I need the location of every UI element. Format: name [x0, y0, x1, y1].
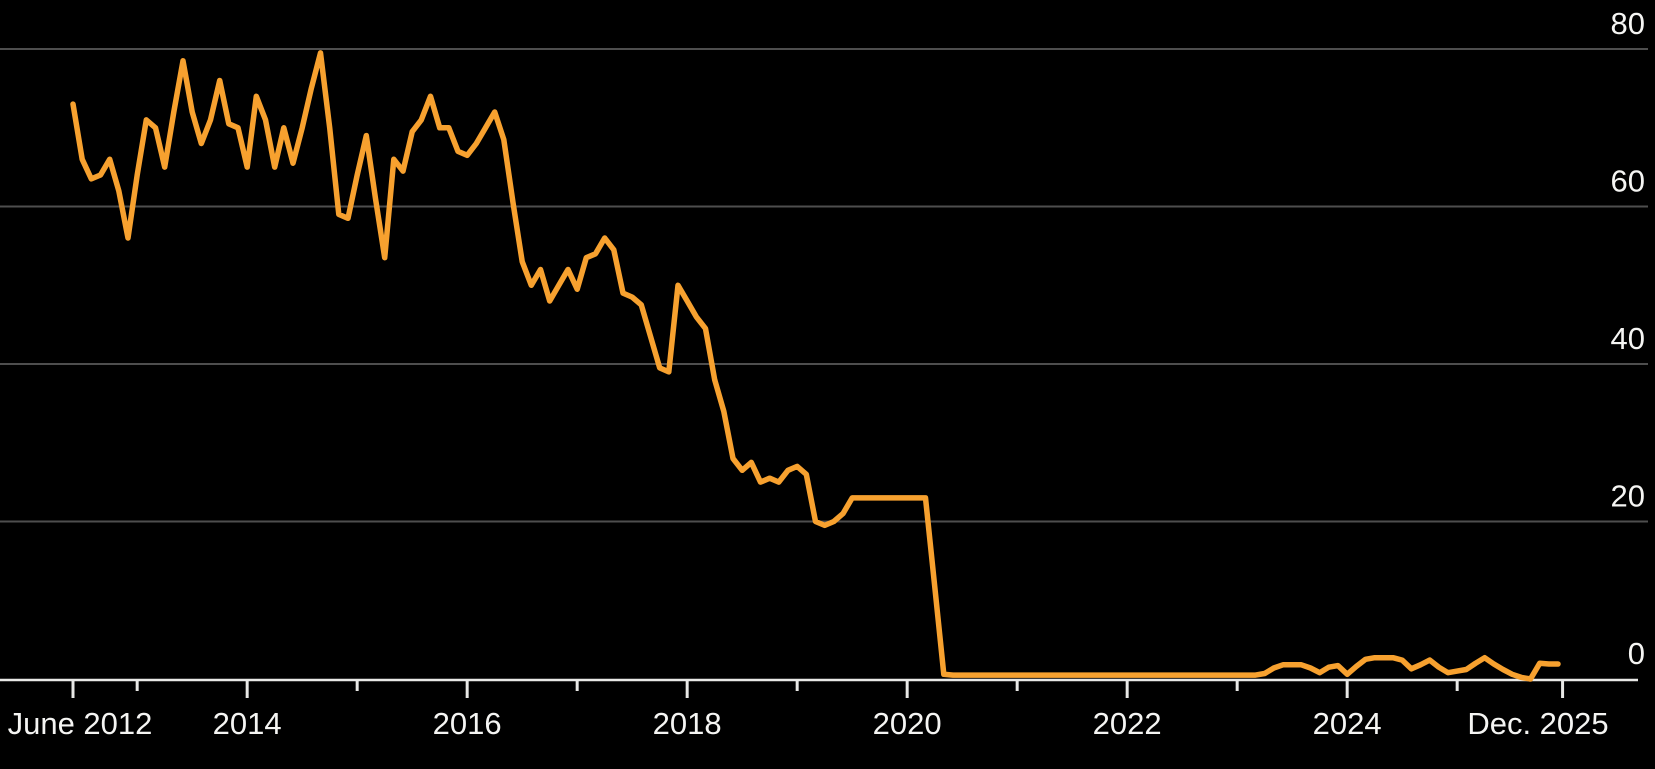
- x-axis-tick-label: Dec. 2025: [1467, 706, 1608, 741]
- x-axis-tick-label: June 2012: [8, 706, 153, 741]
- y-axis-tick-label: 60: [1611, 164, 1645, 199]
- price-line: [70, 50, 1561, 682]
- x-axis-tick-label: 2014: [213, 706, 282, 741]
- y-axis-tick-label: 20: [1611, 479, 1645, 514]
- x-axis-tick-label: 2018: [653, 706, 722, 741]
- y-axis-tick-label: 40: [1611, 321, 1645, 356]
- x-axis-tick-label: 2020: [873, 706, 942, 741]
- x-axis-tick-label: 2024: [1313, 706, 1382, 741]
- y-axis-tick-label: 80: [1611, 6, 1645, 41]
- x-axis-tick-label: 2016: [433, 706, 502, 741]
- x-axis-tick-label: 2022: [1093, 706, 1162, 741]
- y-axis-tick-label: 0: [1628, 636, 1645, 671]
